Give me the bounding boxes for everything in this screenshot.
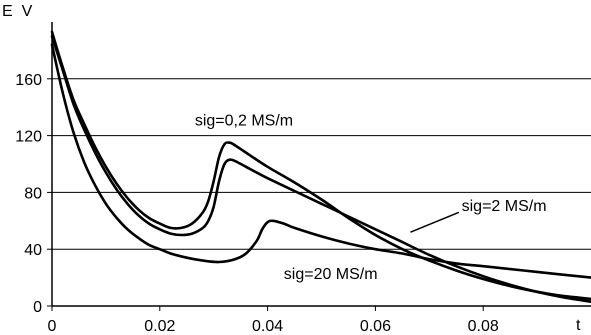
labels: E V t — [2, 3, 581, 334]
x-tick-label: 0 — [48, 318, 57, 335]
curve-label-1: sig=0,2 MS/m — [195, 113, 293, 130]
curve-label-3: sig=20 MS/m — [284, 266, 378, 283]
x-tick-label: 0.04 — [252, 318, 283, 335]
y-tick-label: 120 — [15, 129, 42, 146]
series-line-3 — [50, 43, 591, 279]
series-line-2 — [50, 34, 591, 303]
annotations: sig=0,2 MS/m sig=2 MS/m sig=20 MS/m — [195, 113, 547, 283]
y-tick-label: 80 — [24, 185, 42, 202]
gridlines — [52, 78, 591, 250]
x-tick-label: 0.08 — [468, 318, 499, 335]
y-axis-title: E V — [2, 3, 33, 20]
curve-label-2: sig=2 MS/m — [462, 198, 547, 215]
x-tick-label: 0.02 — [144, 318, 175, 335]
x-tick-label: 0.06 — [360, 318, 391, 335]
series-line-1 — [50, 30, 591, 301]
y-tick-label: 40 — [24, 242, 42, 259]
y-tick-label: 0 — [33, 299, 42, 316]
label-leader-line — [410, 211, 460, 233]
axes — [51, 22, 591, 307]
y-tick-label: 160 — [15, 72, 42, 89]
ticks: 0 40 80 120 160 0 0.02 0.04 0.06 0.08 — [15, 72, 499, 335]
x-axis-title: t — [576, 317, 581, 334]
series-lines — [50, 30, 591, 303]
